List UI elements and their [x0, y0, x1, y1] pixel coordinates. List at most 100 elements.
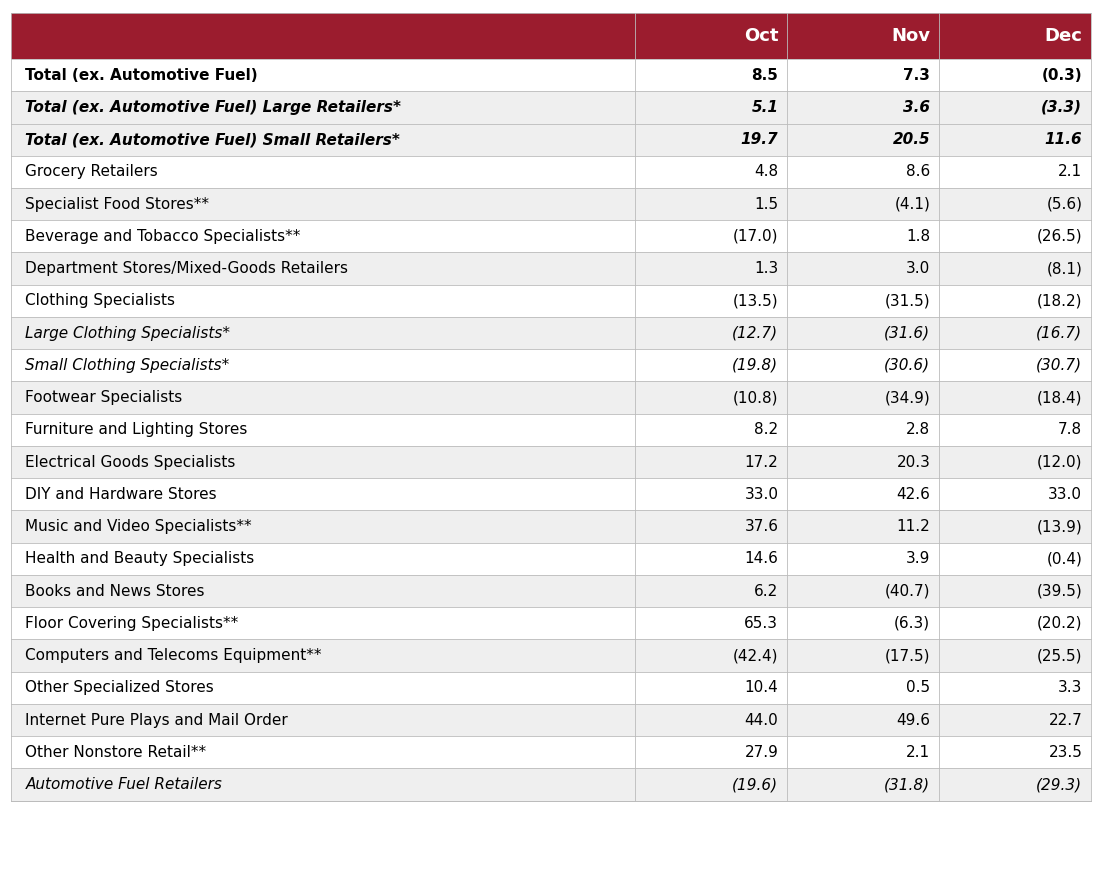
- Text: (39.5): (39.5): [1037, 583, 1082, 598]
- Text: (0.3): (0.3): [1041, 68, 1082, 83]
- Text: (26.5): (26.5): [1037, 229, 1082, 244]
- Text: Nov: Nov: [892, 27, 930, 45]
- Text: (30.6): (30.6): [884, 358, 930, 373]
- Bar: [11, 704, 1091, 737]
- Text: 49.6: 49.6: [896, 713, 930, 728]
- Text: (31.5): (31.5): [885, 293, 930, 308]
- Bar: [787, 13, 939, 59]
- Text: 0.5: 0.5: [906, 680, 930, 695]
- Text: Electrical Goods Specialists: Electrical Goods Specialists: [25, 455, 236, 470]
- Bar: [11, 92, 1091, 123]
- Text: (12.0): (12.0): [1037, 455, 1082, 470]
- Text: Books and News Stores: Books and News Stores: [25, 583, 205, 598]
- Text: 11.2: 11.2: [897, 519, 930, 534]
- Text: 65.3: 65.3: [744, 616, 778, 631]
- Text: (30.7): (30.7): [1036, 358, 1082, 373]
- Text: (16.7): (16.7): [1036, 326, 1082, 341]
- Bar: [11, 317, 1091, 349]
- Text: (34.9): (34.9): [885, 390, 930, 405]
- Text: Other Nonstore Retail**: Other Nonstore Retail**: [25, 744, 206, 759]
- Text: 14.6: 14.6: [745, 552, 778, 566]
- Bar: [11, 671, 1091, 704]
- Text: Other Specialized Stores: Other Specialized Stores: [25, 680, 214, 695]
- Bar: [11, 640, 1091, 671]
- Text: Automotive Fuel Retailers: Automotive Fuel Retailers: [25, 777, 223, 792]
- Text: Grocery Retailers: Grocery Retailers: [25, 165, 158, 180]
- Text: (5.6): (5.6): [1046, 196, 1082, 211]
- Text: Internet Pure Plays and Mail Order: Internet Pure Plays and Mail Order: [25, 713, 288, 728]
- Text: (13.9): (13.9): [1037, 519, 1082, 534]
- Bar: [11, 253, 1091, 285]
- Text: Large Clothing Specialists*: Large Clothing Specialists*: [25, 326, 230, 341]
- Text: Clothing Specialists: Clothing Specialists: [25, 293, 175, 308]
- Text: 10.4: 10.4: [745, 680, 778, 695]
- Text: 33.0: 33.0: [744, 487, 778, 502]
- Text: 2.1: 2.1: [906, 744, 930, 759]
- Text: 33.0: 33.0: [1048, 487, 1082, 502]
- Text: 42.6: 42.6: [896, 487, 930, 502]
- Text: 3.9: 3.9: [906, 552, 930, 566]
- Bar: [11, 220, 1091, 253]
- Bar: [11, 510, 1091, 543]
- Text: 20.5: 20.5: [893, 132, 930, 147]
- Text: 22.7: 22.7: [1048, 713, 1082, 728]
- Text: (19.8): (19.8): [732, 358, 778, 373]
- Text: (29.3): (29.3): [1036, 777, 1082, 792]
- Text: (17.0): (17.0): [733, 229, 778, 244]
- Text: 11.6: 11.6: [1045, 132, 1082, 147]
- Text: 17.2: 17.2: [745, 455, 778, 470]
- Text: (18.2): (18.2): [1037, 293, 1082, 308]
- Bar: [11, 188, 1091, 220]
- Bar: [11, 768, 1091, 801]
- Bar: [11, 13, 635, 59]
- Text: 3.0: 3.0: [906, 261, 930, 276]
- Text: 7.8: 7.8: [1058, 422, 1082, 437]
- Text: 8.6: 8.6: [906, 165, 930, 180]
- Text: (40.7): (40.7): [885, 583, 930, 598]
- Text: 23.5: 23.5: [1048, 744, 1082, 759]
- Text: (19.6): (19.6): [732, 777, 778, 792]
- Text: (13.5): (13.5): [733, 293, 778, 308]
- Bar: [11, 285, 1091, 317]
- Text: Total (ex. Automotive Fuel) Small Retailers*: Total (ex. Automotive Fuel) Small Retail…: [25, 132, 400, 147]
- Text: 20.3: 20.3: [896, 455, 930, 470]
- Text: 7.3: 7.3: [904, 68, 930, 83]
- Text: 4.8: 4.8: [754, 165, 778, 180]
- Text: (3.3): (3.3): [1041, 100, 1082, 115]
- Text: (6.3): (6.3): [894, 616, 930, 631]
- Bar: [11, 575, 1091, 607]
- Text: Music and Video Specialists**: Music and Video Specialists**: [25, 519, 252, 534]
- Text: Footwear Specialists: Footwear Specialists: [25, 390, 183, 405]
- Text: Specialist Food Stores**: Specialist Food Stores**: [25, 196, 209, 211]
- Text: DIY and Hardware Stores: DIY and Hardware Stores: [25, 487, 217, 502]
- Text: (0.4): (0.4): [1047, 552, 1082, 566]
- Text: 37.6: 37.6: [744, 519, 778, 534]
- Text: Total (ex. Automotive Fuel): Total (ex. Automotive Fuel): [25, 68, 258, 83]
- Text: (42.4): (42.4): [733, 648, 778, 663]
- Text: Floor Covering Specialists**: Floor Covering Specialists**: [25, 616, 239, 631]
- Bar: [635, 13, 787, 59]
- Text: 2.8: 2.8: [906, 422, 930, 437]
- Text: 5.1: 5.1: [752, 100, 778, 115]
- Text: (20.2): (20.2): [1037, 616, 1082, 631]
- Bar: [11, 607, 1091, 640]
- Text: 27.9: 27.9: [745, 744, 778, 759]
- Text: (31.8): (31.8): [884, 777, 930, 792]
- Text: 1.5: 1.5: [754, 196, 778, 211]
- Bar: [11, 478, 1091, 510]
- Text: (8.1): (8.1): [1047, 261, 1082, 276]
- Text: Oct: Oct: [744, 27, 778, 45]
- Bar: [939, 13, 1091, 59]
- Text: Department Stores/Mixed-Goods Retailers: Department Stores/Mixed-Goods Retailers: [25, 261, 348, 276]
- Text: 1.8: 1.8: [906, 229, 930, 244]
- Bar: [11, 737, 1091, 768]
- Text: Dec: Dec: [1045, 27, 1082, 45]
- Text: (25.5): (25.5): [1037, 648, 1082, 663]
- Bar: [11, 446, 1091, 478]
- Text: Total (ex. Automotive Fuel) Large Retailers*: Total (ex. Automotive Fuel) Large Retail…: [25, 100, 401, 115]
- Text: 6.2: 6.2: [754, 583, 778, 598]
- Text: (4.1): (4.1): [895, 196, 930, 211]
- Text: 8.2: 8.2: [754, 422, 778, 437]
- Text: 3.6: 3.6: [904, 100, 930, 115]
- Text: 8.5: 8.5: [752, 68, 778, 83]
